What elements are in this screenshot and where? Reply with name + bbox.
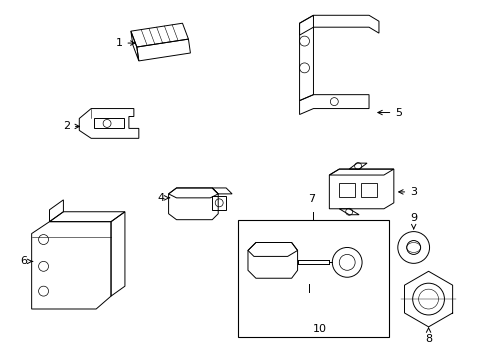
Bar (360, 183, 376, 197)
Text: 7: 7 (307, 194, 314, 204)
Text: 2: 2 (62, 121, 79, 131)
Text: 8: 8 (424, 328, 431, 344)
Text: 9: 9 (409, 213, 416, 229)
Text: 3: 3 (398, 187, 416, 197)
Text: 10: 10 (312, 324, 326, 334)
Bar (339, 183, 354, 197)
Text: 1: 1 (115, 38, 135, 48)
Bar (238, 220, 388, 337)
Text: 5: 5 (377, 108, 402, 117)
Text: 6: 6 (20, 256, 33, 266)
Text: 4: 4 (157, 193, 169, 203)
